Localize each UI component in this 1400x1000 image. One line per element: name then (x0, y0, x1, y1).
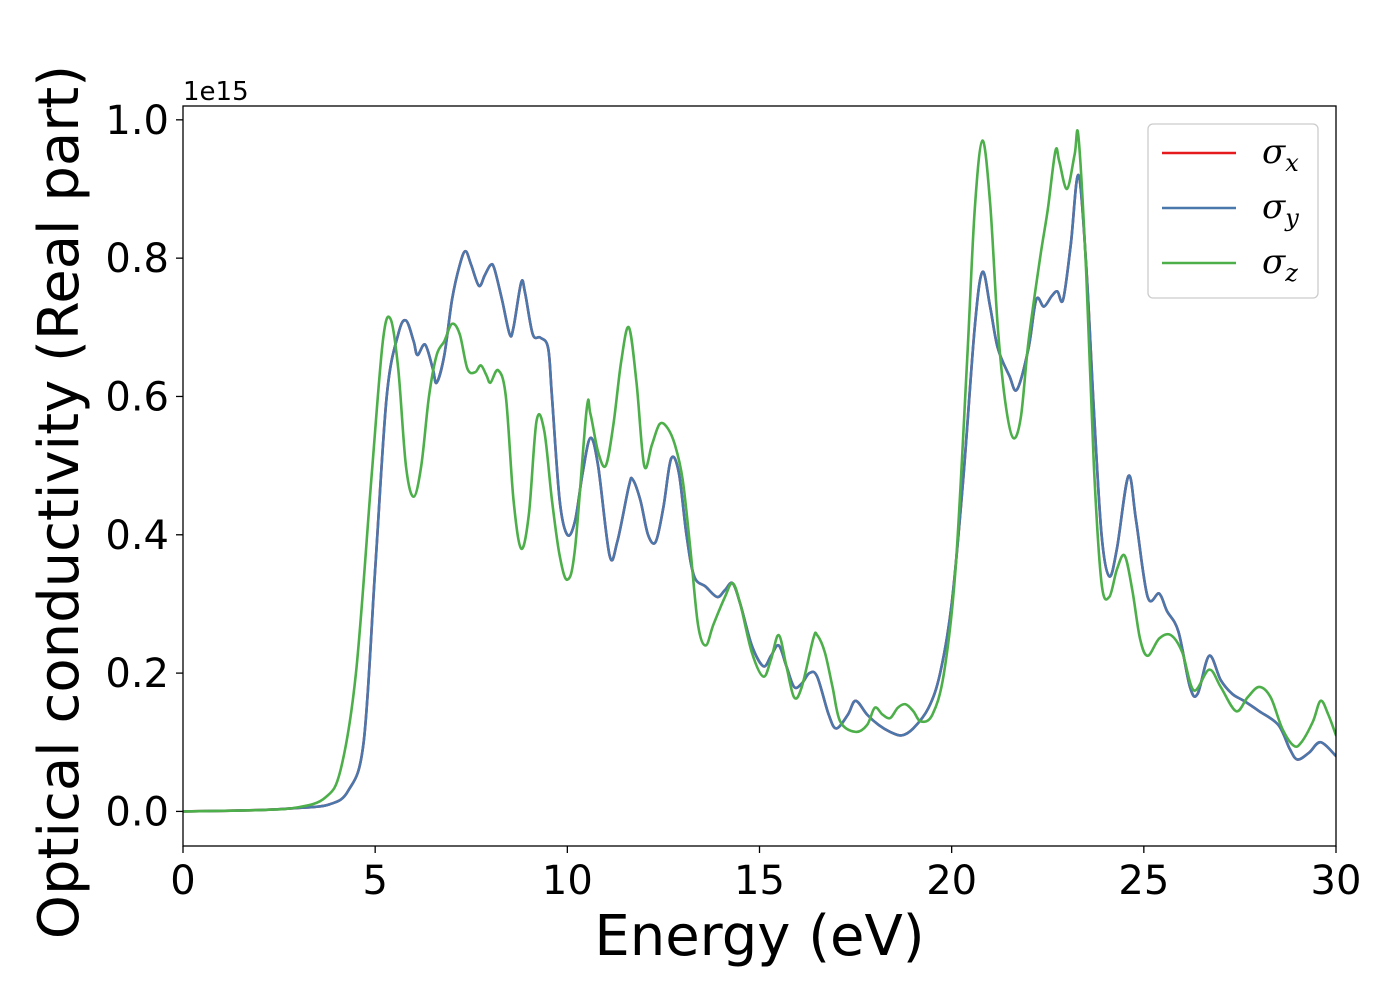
x-tick-label: 0 (170, 858, 195, 904)
y-tick-label: 0.8 (105, 236, 169, 282)
y-tick-label: 0.2 (105, 651, 169, 697)
legend-label: σy (1262, 187, 1299, 232)
x-tick-label: 5 (362, 858, 387, 904)
legend-label: σx (1262, 132, 1299, 177)
y-tick-label: 0.4 (105, 513, 169, 559)
x-axis-label: Energy (eV) (594, 904, 924, 969)
legend-item-y: σy (1162, 187, 1299, 232)
legend-subscript: z (1284, 259, 1298, 287)
x-tick-label: 20 (926, 858, 977, 904)
y-tick-label: 1.0 (105, 98, 169, 144)
y-tick-label: 0.6 (105, 374, 169, 420)
legend-symbol: σ (1262, 242, 1286, 282)
legend-symbol: σ (1262, 132, 1286, 172)
series-layer (183, 129, 1336, 813)
legend-item-x: σx (1162, 132, 1299, 177)
legend-subscript: y (1284, 204, 1299, 232)
legend-label: σz (1262, 242, 1298, 287)
x-tick-label: 25 (1118, 858, 1169, 904)
x-tick-label: 10 (542, 858, 593, 904)
y-axis-label: Optical conductivity (Real part) (27, 65, 92, 939)
legend-box (1147, 123, 1319, 299)
y-axis-ticks: 0.0 0.2 0.4 0.6 0.8 1.0 (105, 98, 183, 835)
y-tick-label: 0.0 (105, 789, 169, 835)
legend-symbol: σ (1262, 187, 1286, 227)
y-axis-offset-text: 1e15 (183, 77, 249, 107)
legend-item-z: σz (1162, 242, 1298, 287)
series-line-y (183, 173, 1336, 813)
series-line-z (183, 129, 1336, 813)
x-tick-label: 30 (1311, 858, 1362, 904)
x-tick-label: 15 (734, 858, 785, 904)
x-axis-ticks: 0 5 10 15 20 25 30 (170, 846, 1361, 904)
legend-subscript: x (1285, 149, 1299, 177)
